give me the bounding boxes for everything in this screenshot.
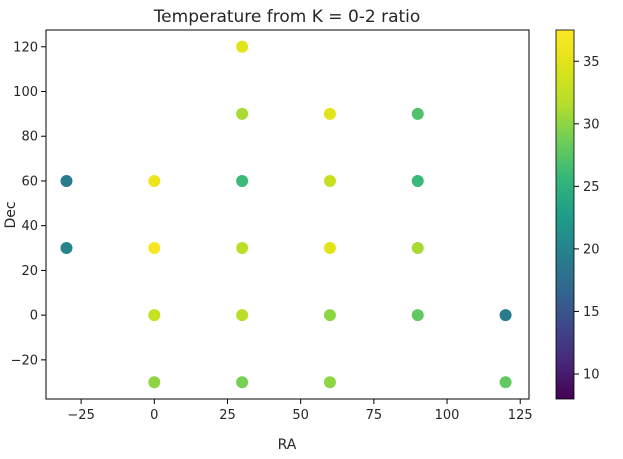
x-tick-label: 25 bbox=[219, 408, 236, 423]
y-tick-label: 80 bbox=[21, 130, 38, 145]
data-point-4 bbox=[60, 174, 73, 187]
plot-frame bbox=[45, 29, 530, 400]
y-tick-label: 0 bbox=[30, 309, 38, 324]
y-axis-ticks: −20 0 20 40 60 80 100 120 bbox=[11, 40, 46, 368]
data-point-11 bbox=[236, 242, 249, 255]
data-point-17 bbox=[411, 309, 424, 322]
colorbar-tick-label: 25 bbox=[583, 180, 600, 195]
data-point-16 bbox=[323, 309, 336, 322]
data-point-18 bbox=[499, 309, 512, 322]
x-tick-label: 50 bbox=[292, 408, 309, 423]
colorbar-tick-label: 10 bbox=[583, 367, 600, 382]
data-point-1 bbox=[236, 107, 249, 120]
data-point-7 bbox=[323, 174, 336, 187]
x-tick-label: 100 bbox=[435, 408, 460, 423]
data-point-5 bbox=[148, 174, 161, 187]
data-point-8 bbox=[411, 174, 424, 187]
x-axis-ticks: −25 0 25 50 75 100 125 bbox=[67, 399, 533, 423]
x-tick-label: −25 bbox=[67, 408, 94, 423]
colorbar-tick-label: 30 bbox=[583, 117, 600, 132]
y-tick-label: 40 bbox=[21, 219, 38, 234]
data-point-9 bbox=[60, 242, 73, 255]
colorbar bbox=[555, 29, 575, 400]
points-layer bbox=[60, 40, 512, 389]
data-point-14 bbox=[148, 309, 161, 322]
y-tick-label: 100 bbox=[13, 85, 38, 100]
data-point-0 bbox=[236, 40, 249, 53]
data-point-15 bbox=[236, 309, 249, 322]
data-point-19 bbox=[148, 376, 161, 389]
data-point-10 bbox=[148, 242, 161, 255]
x-tick-label: 125 bbox=[508, 408, 533, 423]
data-point-3 bbox=[411, 107, 424, 120]
data-point-6 bbox=[236, 174, 249, 187]
colorbar-tick-label: 15 bbox=[583, 305, 600, 320]
y-axis-label: Dec bbox=[3, 201, 19, 228]
chart-title: Temperature from K = 0-2 ratio bbox=[153, 7, 421, 27]
colorbar-tick-label: 20 bbox=[583, 242, 600, 257]
y-tick-label: 20 bbox=[21, 264, 38, 279]
y-tick-label: 120 bbox=[13, 40, 38, 55]
data-point-22 bbox=[499, 376, 512, 389]
x-tick-label: 0 bbox=[150, 408, 158, 423]
data-point-21 bbox=[323, 376, 336, 389]
data-point-2 bbox=[323, 107, 336, 120]
colorbar-tick-label: 35 bbox=[583, 55, 600, 70]
data-point-20 bbox=[236, 376, 249, 389]
y-tick-label: −20 bbox=[11, 353, 38, 368]
y-tick-label: 60 bbox=[21, 174, 38, 189]
x-tick-label: 75 bbox=[366, 408, 383, 423]
data-point-12 bbox=[323, 242, 336, 255]
data-point-13 bbox=[411, 242, 424, 255]
colorbar-ticks: 10 15 20 25 30 35 bbox=[574, 55, 600, 382]
x-axis-label: RA bbox=[278, 437, 297, 453]
